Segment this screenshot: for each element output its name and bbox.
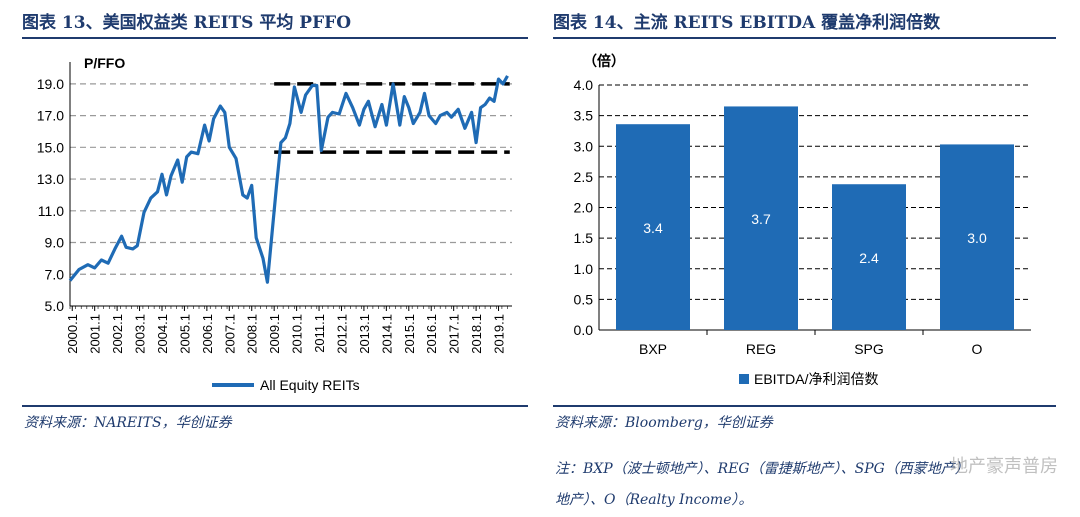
y-tick-label: 7.0	[45, 266, 65, 282]
y-tick-label: 0.0	[574, 322, 594, 338]
x-tick-label: 2011.1	[312, 314, 327, 353]
x-tick-label: 2005.1	[177, 314, 192, 354]
y-tick-label: 17.0	[37, 108, 64, 124]
x-tick-label: 2007.1	[222, 314, 237, 354]
y-tick-label: 1.5	[574, 230, 594, 246]
legend-swatch	[739, 374, 749, 384]
x-tick-label: 2012.1	[334, 314, 349, 354]
x-tick-label: 2003.1	[133, 314, 148, 354]
bar-data-label: 3.7	[751, 211, 771, 227]
x-tick-label: 2013.1	[357, 314, 372, 354]
right-chart-source: 资料来源：Bloomberg，华创证券	[555, 415, 773, 431]
x-tick-label: 2014.1	[379, 314, 394, 354]
y-tick-label: 9.0	[45, 235, 65, 251]
right-chart-panel: 图表 14、主流 REITS EBITDA 覆盖净利润倍数 （倍） 0.0 0.5 1…	[553, 0, 1056, 517]
x-tick-label: 2010.1	[290, 314, 305, 354]
series-line-all-equity-reits	[68, 75, 509, 284]
y-tick-label: 19.0	[37, 76, 64, 92]
y-tick-label: 1.0	[574, 261, 594, 277]
left-source-rule	[22, 405, 528, 407]
y-tick-label: 2.5	[574, 169, 594, 185]
y-tick-label: 3.5	[574, 108, 594, 124]
x-tick-label: 2016.1	[424, 314, 439, 354]
left-chart-source: 资料来源：NAREITS，华创证券	[24, 415, 232, 431]
bar-o	[940, 144, 1014, 330]
y-tick-label: 11.0	[38, 203, 64, 219]
right-chart-title: 图表 14、主流 REITS EBITDA 覆盖净利润倍数	[553, 13, 941, 33]
line-chart: P/FFO 5.0 7.0 9.0 11.0 13.0 15.0 17.0 19.0 2000.1…	[37, 55, 512, 393]
y-tick-label: 0.5	[574, 291, 594, 307]
x-tick-label: REG	[746, 341, 776, 357]
y-axis-label: （倍）	[583, 53, 625, 69]
y-axis-label: P/FFO	[84, 55, 125, 71]
x-tick-label: 2019.1	[492, 314, 507, 354]
x-tick-label: 2004.1	[155, 314, 170, 354]
bar-data-label: 2.4	[859, 250, 879, 266]
bar-spg	[832, 184, 906, 330]
y-tick-label: 2.0	[574, 200, 594, 216]
left-title-rule	[22, 37, 528, 39]
x-tick-label: SPG	[854, 341, 884, 357]
watermark-logo: 地产豪声普房	[950, 456, 1058, 477]
x-tick-label: 2015.1	[402, 314, 417, 354]
x-tick-label: 2006.1	[200, 314, 215, 354]
x-tick-label: 2000.1	[65, 314, 80, 354]
x-tick-label: 2002.1	[110, 314, 125, 354]
x-tick-label: 2009.1	[267, 314, 282, 354]
x-tick-label: 2018.1	[469, 314, 484, 354]
y-tick-label: 15.0	[37, 139, 64, 155]
x-tick-label: 2017.1	[447, 314, 462, 354]
y-tick-label: 13.0	[37, 171, 64, 187]
x-tick-label: BXP	[639, 341, 667, 357]
bar-bxp	[616, 124, 690, 330]
legend-label: All Equity REITs	[260, 377, 360, 393]
y-tick-label: 3.0	[574, 138, 594, 154]
right-title-rule	[553, 37, 1056, 39]
x-tick-label: O	[972, 341, 983, 357]
y-tick-label: 5.0	[45, 298, 65, 314]
right-chart-note-line2: 地产）、O（Realty Income）。	[555, 492, 753, 508]
bar-reg	[724, 106, 798, 330]
bar-data-label: 3.0	[967, 230, 987, 246]
right-chart-note-line1: 注：BXP（波士顿地产）、REG（雷捷斯地产）、SPG（西蒙地产）	[555, 461, 969, 477]
left-chart-panel: 图表 13、美国权益类 REITS 平均 PFFO P/FFO 5.0 7.0 9.0…	[22, 0, 528, 440]
bar-data-label: 3.4	[643, 220, 663, 236]
bar-chart: （倍） 0.0 0.5 1.0 1.5 2.0 2.5 3.0 3.5 4.0 3.4 BXP 3.7 R…	[574, 53, 1031, 387]
legend-label: EBITDA/净利润倍数	[754, 371, 878, 387]
x-tick-label: 2001.1	[88, 314, 103, 354]
right-source-rule	[553, 405, 1056, 407]
x-tick-label: 2008.1	[245, 314, 260, 354]
left-chart-title: 图表 13、美国权益类 REITS 平均 PFFO	[22, 13, 352, 33]
y-tick-label: 4.0	[574, 77, 594, 93]
